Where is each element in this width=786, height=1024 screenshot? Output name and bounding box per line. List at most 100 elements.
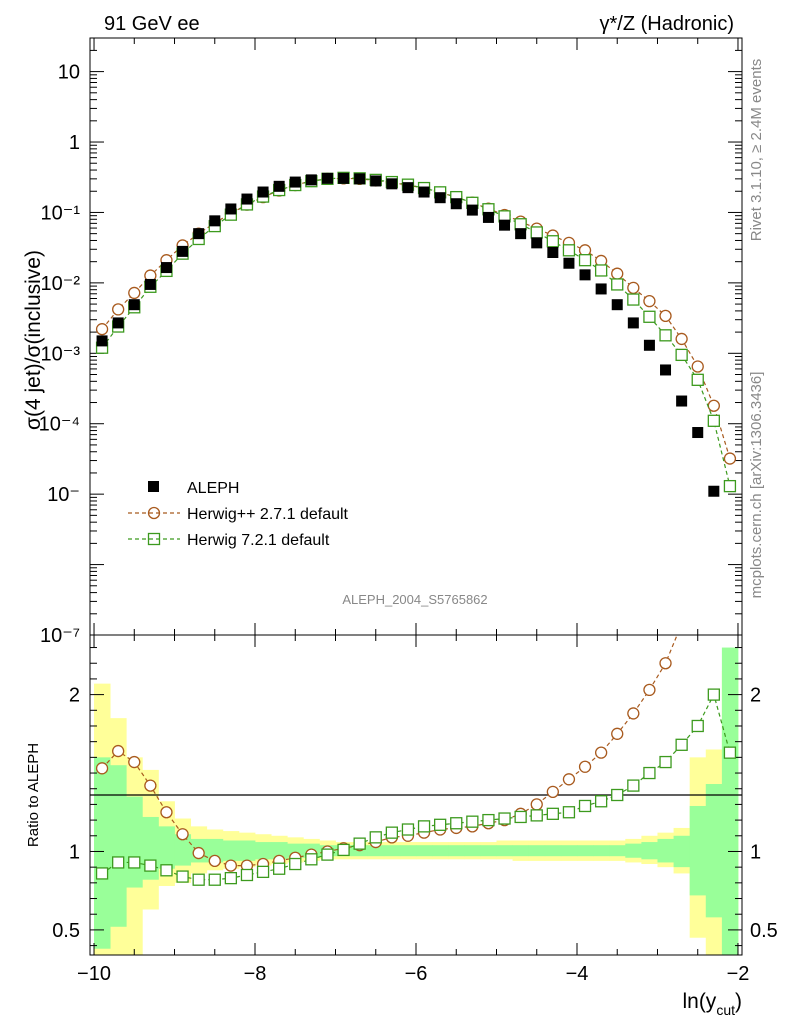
- ratio-band-inner-bin: [673, 835, 691, 868]
- x-tick-label: −8: [244, 963, 267, 985]
- ratio-band-inner-bin: [126, 796, 143, 888]
- ratio-band-inner-bin: [158, 826, 175, 869]
- legend-label-herwigpp: Herwig++ 2.7.1 default: [187, 506, 349, 523]
- main-y-axis-label: σ(4 jet)/σ(inclusive): [22, 250, 45, 430]
- ratio-y-tick-label-right: 1: [750, 842, 761, 864]
- ratio-herwig7-point: [691, 719, 704, 733]
- ratio-band-inner-bin: [657, 838, 674, 863]
- ratio-herwigpp-point: [192, 846, 205, 860]
- main-herwig7-line: [101, 177, 731, 487]
- ratio-herwigpp-point: [611, 727, 624, 740]
- main-herwig7-point: [562, 244, 576, 257]
- legend-marker-aleph: [148, 481, 159, 492]
- ratio-herwig7-point: [450, 817, 463, 830]
- ratio-herwig7-point: [530, 809, 543, 822]
- ratio-herwigpp-point: [128, 755, 141, 769]
- main-aleph-point: [386, 178, 398, 190]
- main-herwig7-point: [691, 373, 704, 386]
- main-y-tick-label: 10⁻⁷: [40, 625, 80, 647]
- main-aleph-point: [563, 257, 575, 269]
- ratio-band-inner-bin: [689, 805, 707, 896]
- ratio-herwig7-point: [627, 779, 640, 792]
- ratio-herwigpp-point: [643, 683, 656, 697]
- ratio-band-inner-bin: [174, 834, 192, 866]
- ratio-herwig7-point: [128, 856, 141, 869]
- analysis-watermark: ALEPH_2004_S5765862: [342, 592, 487, 607]
- main-aleph-point: [160, 262, 172, 274]
- ratio-herwig7-point: [643, 766, 656, 780]
- ratio-band-inner-bin: [593, 845, 610, 857]
- legend-label-aleph: ALEPH: [187, 480, 239, 497]
- x-tick-label: −2: [727, 963, 750, 985]
- ratio-band-inner-bin: [464, 845, 481, 857]
- ratio-herwig7-point: [240, 868, 254, 882]
- ratio-herwig7-point: [321, 848, 334, 861]
- ratio-herwig7-point: [144, 859, 157, 872]
- ratio-band-inner-bin: [383, 845, 401, 857]
- main-y-tick-label: 10: [58, 62, 80, 84]
- legend: ALEPH Herwig++ 2.7.1 default Herwig 7.2.…: [128, 480, 349, 549]
- main-plot-series: [95, 171, 737, 497]
- rivet-version-label: Rivet 3.1.10, ≥ 2.4M events: [748, 59, 765, 242]
- main-aleph-point: [547, 247, 559, 258]
- main-aleph-point: [676, 395, 688, 407]
- main-aleph-point: [144, 278, 156, 290]
- ratio-band-inner-bin: [544, 845, 562, 857]
- main-y-tick-label: 10⁻⁴: [39, 414, 80, 436]
- ratio-herwigpp-point: [144, 779, 157, 792]
- ratio-herwig7-point: [369, 831, 382, 844]
- main-aleph-point: [209, 215, 221, 227]
- ratio-band-inner-bin: [721, 647, 739, 955]
- ratio-herwig7-point: [337, 843, 350, 857]
- main-aleph-point: [177, 245, 189, 257]
- ratio-herwig7-point: [224, 871, 238, 885]
- ratio-y-tick-label-left: 0.5: [52, 920, 80, 942]
- ratio-herwig7-point: [385, 826, 399, 839]
- main-herwig7-point: [723, 479, 737, 493]
- main-aleph-point: [354, 173, 366, 185]
- main-herwig7-point: [675, 348, 688, 362]
- ratio-herwig7-point: [707, 688, 720, 701]
- ratio-herwig7-point: [482, 813, 495, 827]
- main-herwig7-point: [546, 235, 559, 248]
- header-left: 91 GeV ee: [104, 13, 200, 35]
- main-aleph-point: [450, 198, 462, 210]
- header-right: γ*/Z (Hadronic): [600, 13, 734, 35]
- main-y-tick-label: 10⁻³: [41, 343, 81, 365]
- mcplots-reference-label: mcplots.cern.ch [arXiv:1306.3436]: [748, 372, 765, 599]
- main-aleph-point: [321, 172, 333, 184]
- x-tick-label: −6: [405, 963, 428, 985]
- ratio-herwig7-point: [562, 806, 576, 819]
- main-aleph-point: [112, 317, 124, 329]
- ratio-band-inner-bin: [560, 845, 578, 857]
- main-herwig7-point: [514, 218, 527, 231]
- main-aleph-point: [515, 228, 527, 240]
- ratio-herwigpp-point: [530, 798, 543, 811]
- main-herwigpp-point: [707, 399, 720, 412]
- legend-marker-herwigpp: [147, 506, 161, 520]
- x-axis-label: ln(ycut): [682, 990, 742, 1018]
- main-aleph-point: [531, 237, 543, 249]
- main-aleph-point: [225, 203, 237, 215]
- main-y-tick-label: 10⁻²: [41, 273, 81, 295]
- ratio-herwig7-point: [578, 799, 592, 813]
- main-aleph-point: [418, 186, 430, 198]
- main-y-tick-label: 10⁻: [47, 484, 80, 506]
- ratio-herwig7-point: [353, 837, 366, 850]
- x-axis-label-main: ln(y: [682, 990, 716, 1013]
- ratio-band-inner-bin: [641, 842, 658, 860]
- ratio-band-inner-bin: [271, 842, 288, 860]
- ratio-herwigpp-point: [224, 859, 238, 872]
- main-herwigpp-point: [643, 295, 656, 308]
- main-aleph-point: [402, 182, 414, 194]
- main-herwigpp-point: [723, 452, 737, 465]
- ratio-herwig7-point: [112, 856, 125, 869]
- ratio-herwigpp-point: [627, 707, 640, 720]
- x-tick-label: −4: [566, 963, 589, 985]
- main-aleph-point: [627, 317, 639, 329]
- ratio-uncertainty-bands: [94, 647, 739, 955]
- main-y-tick-label: 10⁻¹: [41, 203, 81, 225]
- ratio-herwigpp-point: [95, 762, 109, 775]
- main-herwig7-point: [594, 264, 608, 277]
- main-aleph-point: [96, 335, 108, 347]
